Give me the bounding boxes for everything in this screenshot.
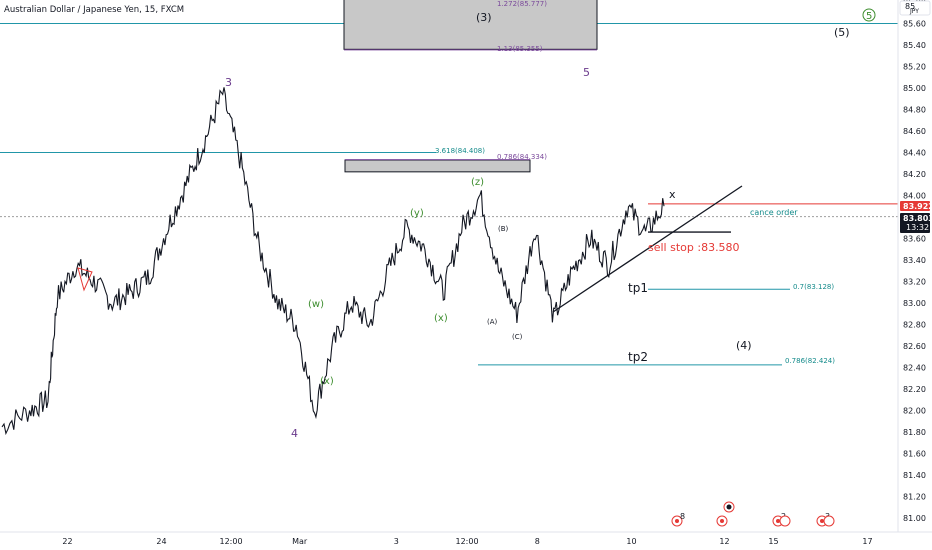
fib-label: 1.272(85.777) [497, 0, 547, 8]
wave-label: (4) [736, 339, 752, 352]
price-series[interactable] [1, 87, 665, 436]
fib-zone-lower[interactable] [344, 159, 531, 173]
price-tick-label: 85.40 [903, 41, 926, 50]
wave-label: (3) [476, 11, 492, 24]
wave-label: (w) [308, 299, 324, 310]
time-tick-label: Mar [292, 537, 308, 546]
wave-label: 3 [225, 76, 232, 89]
current-price-text: 83.803 [903, 214, 932, 223]
tp1-label: tp1 [628, 281, 648, 295]
wave-label: (5) [834, 26, 850, 39]
top-price-tag: 85 [905, 2, 915, 11]
price-tick-label: 84.20 [903, 170, 926, 179]
cancel-order-label: cance order [750, 208, 798, 217]
fib-label: 0.786(82.424) [785, 357, 835, 365]
red-level-tag: 83.922 [900, 201, 932, 211]
price-tick-label: 84.00 [903, 192, 926, 201]
wave-label: (z) [471, 177, 484, 188]
economic-event-icon[interactable] [779, 515, 791, 527]
price-tick-label: 84.40 [903, 149, 926, 158]
red-level-tag-text: 83.922 [903, 202, 932, 211]
event-count-label: 8 [680, 512, 685, 521]
price-tick-label: 81.80 [903, 428, 926, 437]
time-tick-label: 24 [156, 537, 166, 546]
time-tick-label: 12:00 [456, 537, 479, 546]
price-tick-label: 83.40 [903, 256, 926, 265]
economic-event-icon[interactable] [823, 515, 835, 527]
price-tick-label: 83.00 [903, 299, 926, 308]
time-tick-label: 22 [62, 537, 72, 546]
chart-title: Australian Dollar / Japanese Yen, 15, FX… [4, 5, 184, 15]
time-tick-label: 15 [768, 537, 778, 546]
price-tick-label: 82.40 [903, 364, 926, 373]
wave-label: (C) [512, 333, 523, 341]
wave-label: (A) [487, 318, 498, 326]
wave-label: 4 [291, 427, 298, 440]
price-tick-label: 85.60 [903, 20, 926, 29]
time-tick-label: 8 [535, 537, 540, 546]
wave-label: (B) [498, 225, 509, 233]
time-tick-label: 17 [862, 537, 872, 546]
fib-zone-upper[interactable] [343, 0, 598, 50]
time-tick-label: 10 [626, 537, 636, 546]
trendline[interactable] [552, 185, 743, 313]
price-tick-label: 82.80 [903, 321, 926, 330]
price-tick-label: 81.60 [903, 450, 926, 459]
wave-label: 5 [583, 66, 590, 79]
price-tick-label: 81.20 [903, 493, 926, 502]
wave-5-circle: 5 [862, 8, 876, 22]
fib-label: 0.786(84.334) [497, 153, 547, 161]
wave-label: x [669, 188, 676, 201]
countdown-text: 13:32 [906, 223, 929, 232]
price-tick-label: 84.80 [903, 106, 926, 115]
wave-label: (x) [320, 376, 334, 387]
time-tick-label: 12:00 [220, 537, 243, 546]
price-tick-label: 82.00 [903, 407, 926, 416]
price-tick-label: 82.60 [903, 342, 926, 351]
price-tick-label: 81.00 [903, 514, 926, 523]
pattern-marker [77, 267, 93, 292]
plot-area[interactable]: 3 4 5 (3) (5) (4) (w) (x) (y) (x) (z) (A) (B) (C) x 1.2… [0, 0, 898, 527]
sell-stop-label: sell stop :83.580 [648, 241, 740, 254]
price-tick-label: 81.40 [903, 471, 926, 480]
price-tick-label: 85.00 [903, 84, 926, 93]
wave-label: (y) [410, 208, 424, 219]
economic-event-dot [820, 519, 824, 523]
fib-label: 3.618(84.408) [435, 147, 485, 155]
price-tick-label: 83.60 [903, 235, 926, 244]
price-tick-label: 83.20 [903, 278, 926, 287]
currency-badge: 85 JPY [899, 0, 931, 16]
wave-circled-5-label: 5 [866, 11, 872, 22]
fib-label: 0.7(83.128) [793, 283, 834, 291]
currency-badge-label: JPY [909, 8, 919, 15]
economic-event-dot [675, 519, 679, 523]
economic-event-dot [726, 504, 732, 510]
price-tick-label: 84.60 [903, 127, 926, 136]
time-axis[interactable]: 22 24 12:00 Mar 3 12:00 8 10 12 15 17 [62, 537, 872, 546]
price-tick-label: 82.20 [903, 385, 926, 394]
economic-event-dot [776, 519, 780, 523]
economic-event-dot [720, 519, 724, 523]
wave-label: (x) [434, 313, 448, 324]
tp2-label: tp2 [628, 350, 648, 364]
price-axis[interactable]: 81.00 81.20 81.40 81.60 81.80 82.00 82.20 82.40… [903, 0, 926, 523]
time-tick-label: 12 [719, 537, 729, 546]
current-price-tag: 83.803 13:32 [900, 213, 932, 233]
price-tick-label: 85.20 [903, 63, 926, 72]
fib-label: 1.13(85.355) [497, 45, 543, 53]
time-tick-label: 3 [394, 537, 399, 546]
